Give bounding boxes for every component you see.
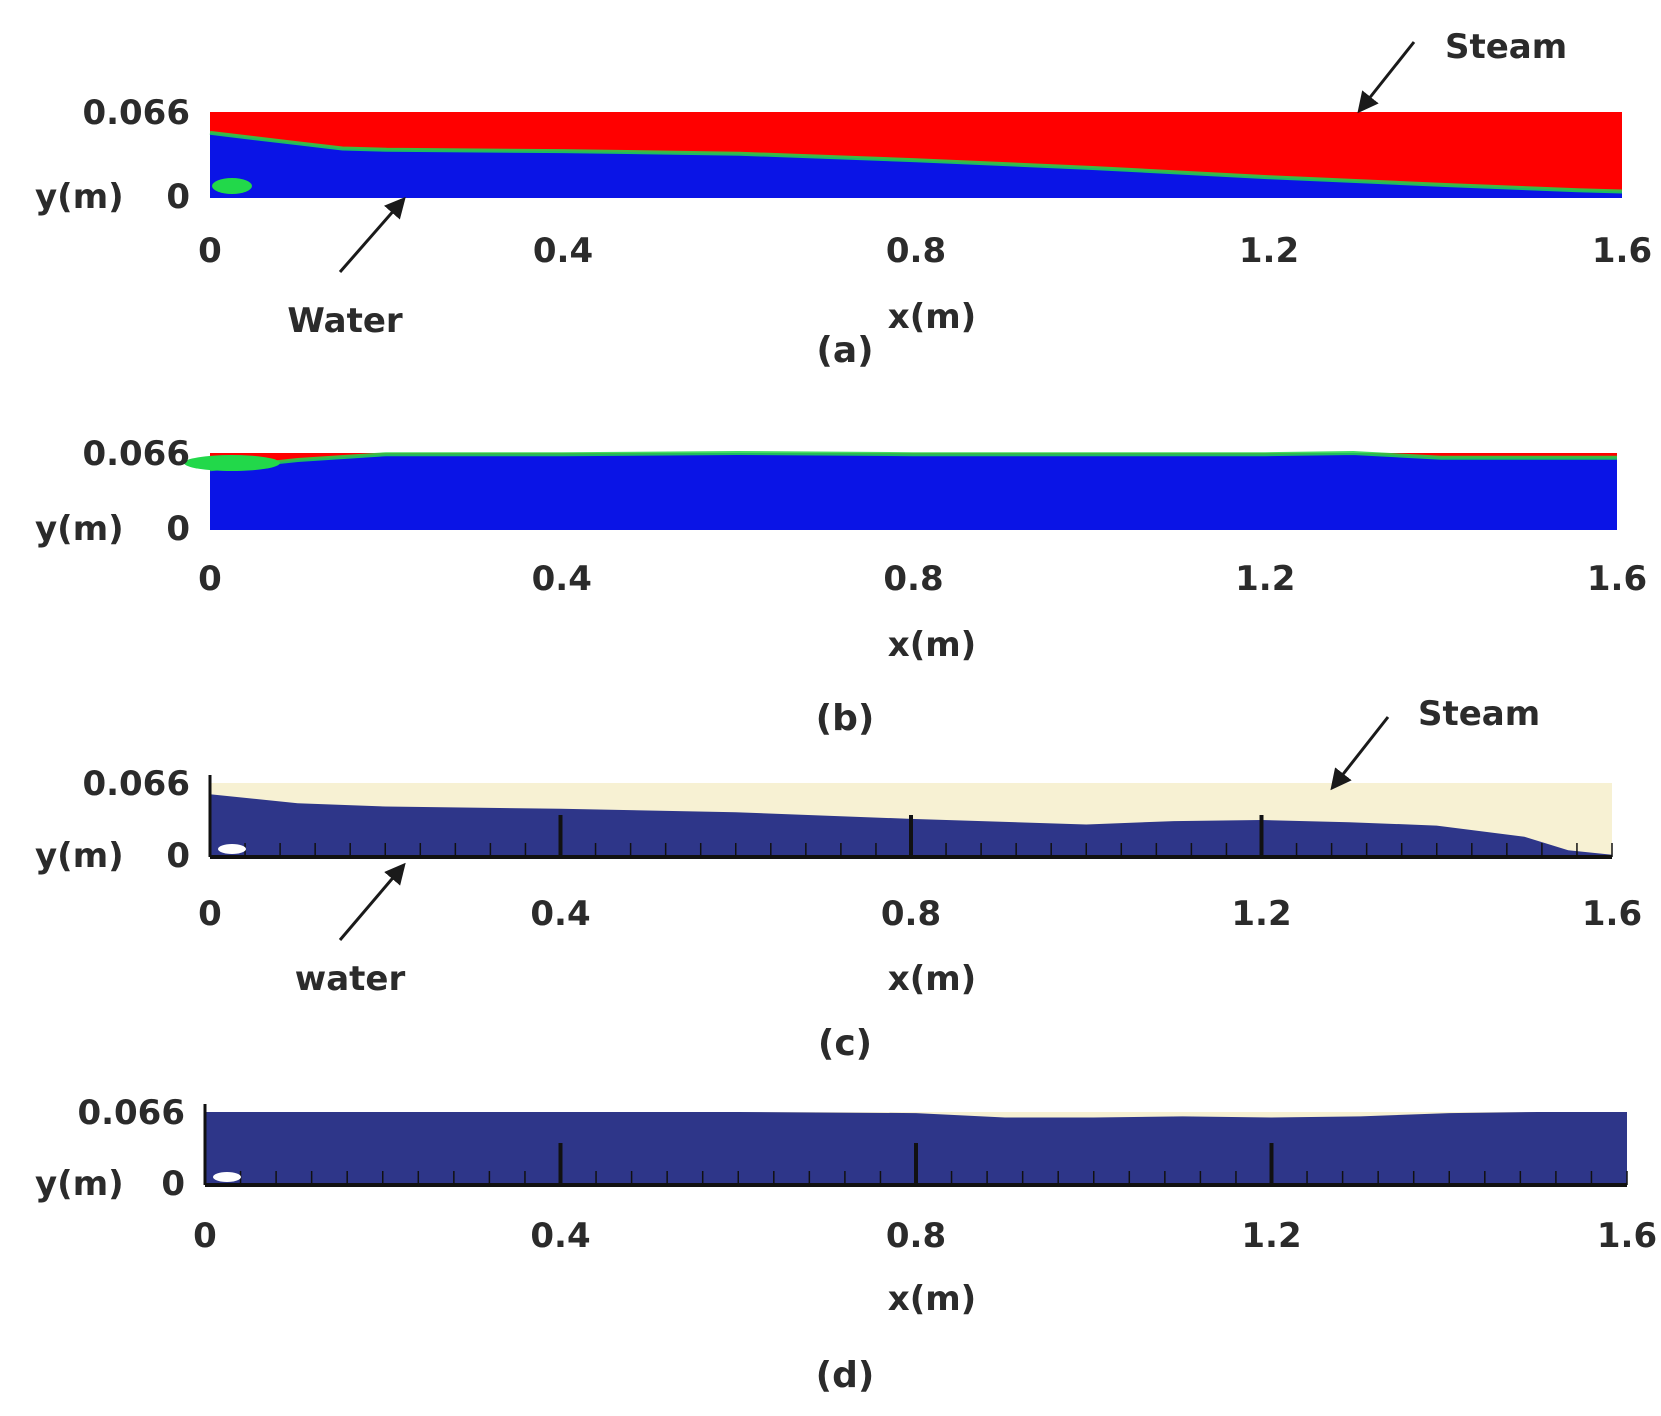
x-tick-label: 0	[198, 894, 222, 934]
x-tick-label: 0.4	[530, 894, 590, 934]
x-tick-label: 0.8	[886, 231, 946, 271]
y-tick-label: 0	[161, 1164, 185, 1204]
x-tick-label: 0.4	[533, 231, 593, 271]
x-tick-label: 1.6	[1597, 1216, 1657, 1256]
interface-line	[209, 450, 1617, 472]
y-axis-label: y(m)	[35, 1164, 124, 1204]
x-tick-label: 1.2	[1231, 894, 1291, 934]
x-tick-label: 1.2	[1239, 231, 1299, 271]
panel-b: 0 0.4 0.8 1.2 1.6 0.066 0 y(m) x(m) (b)	[35, 434, 1647, 739]
x-tick-label: 1.6	[1592, 231, 1652, 271]
annotation-label: water	[295, 959, 406, 999]
panel-caption: (d)	[816, 1355, 875, 1396]
x-tick-label: 0.4	[530, 1216, 590, 1256]
x-tick-label: 0.8	[883, 559, 943, 599]
annotation-arrow	[338, 862, 406, 941]
x-axis-label: x(m)	[888, 1279, 976, 1319]
x-tick-label: 1.2	[1241, 1216, 1301, 1256]
x-axis-label: x(m)	[888, 625, 976, 665]
x-tick-label: 1.2	[1235, 559, 1295, 599]
x-tick-label: 0	[198, 231, 222, 271]
y-tick-label: 0	[166, 177, 190, 217]
y-axis-label: y(m)	[35, 836, 124, 876]
y-axis-label: y(m)	[35, 509, 124, 549]
x-tick-label: 0	[198, 559, 222, 599]
x-tick-label: 1.6	[1582, 894, 1642, 934]
panel-a: 0 0.4 0.8 1.2 1.6 0.066 0 y(m) x(m) (a) Steam Water	[35, 27, 1652, 371]
panel-c: 0 0.4 0.8 1.2 1.6 0.066 0 y(m) x(m) (c) Steam water	[35, 694, 1642, 1064]
panel-caption: (a)	[816, 330, 873, 371]
panel-caption: (c)	[818, 1023, 872, 1064]
annotation-arrow	[1330, 716, 1390, 791]
y-tick-label: 0.066	[82, 434, 190, 474]
annotation-arrow	[1357, 41, 1416, 114]
air-bubble	[218, 844, 246, 854]
x-tick-label: 0.4	[532, 559, 592, 599]
annotation-label: Water	[287, 301, 403, 341]
y-tick-label: 0	[166, 836, 190, 876]
y-tick-label: 0.066	[77, 1093, 185, 1133]
x-axis-label: x(m)	[888, 297, 976, 337]
water-region	[210, 132, 1622, 198]
panel-caption: (b)	[816, 698, 875, 739]
air-bubble	[213, 1172, 241, 1182]
x-axis-label: x(m)	[888, 959, 976, 999]
panel-d: 0 0.4 0.8 1.2 1.6 0.066 0 y(m) x(m) (d)	[35, 1093, 1657, 1396]
annotation-label: Steam	[1445, 27, 1567, 67]
x-tick-label: 0.8	[886, 1216, 946, 1256]
x-tick-label: 0.8	[881, 894, 941, 934]
y-tick-label: 0.066	[82, 764, 190, 804]
y-tick-label: 0	[166, 509, 190, 549]
x-tick-label: 0	[193, 1216, 217, 1256]
annotation-arrow	[338, 196, 406, 273]
interface-line	[209, 130, 1623, 194]
x-tick-label: 1.6	[1587, 559, 1647, 599]
y-axis-label: y(m)	[35, 177, 124, 217]
water-region	[210, 453, 1617, 530]
interface-bubble	[212, 178, 252, 194]
y-tick-label: 0.066	[82, 93, 190, 133]
interface-bubble	[184, 455, 280, 471]
annotation-label: Steam	[1418, 694, 1540, 734]
